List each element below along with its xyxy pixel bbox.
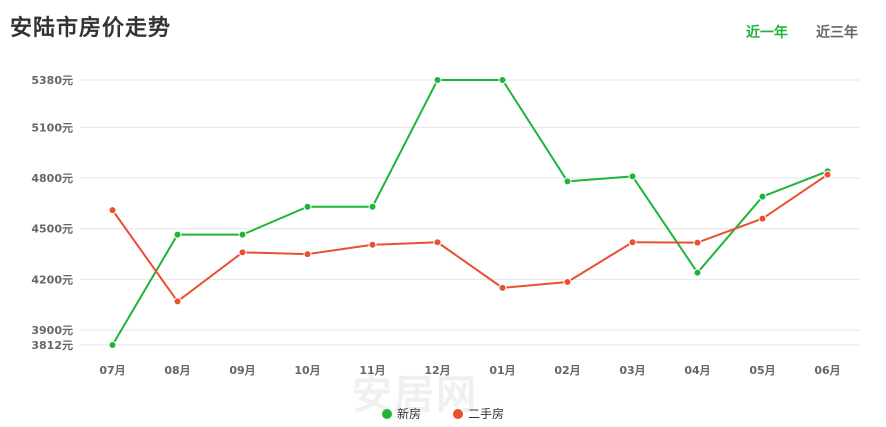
legend-dot-new [381, 408, 392, 419]
data-point-second-hand [368, 240, 377, 249]
data-point-second-hand [563, 277, 572, 286]
data-point-second-hand [693, 238, 702, 247]
price-trend-chart: 5380元 5100元 4800元 4500元 4200元 3900元 3812元 07月 08… [31, 74, 860, 377]
legend-label-new: 新房 [396, 407, 421, 421]
data-point-second-hand [628, 238, 637, 247]
y-tick-label: 4800元 [31, 172, 73, 185]
tab-three-years[interactable]: 近三年 [816, 25, 858, 41]
x-tick-label: 12月 [424, 364, 450, 377]
x-tick-label: 03月 [619, 364, 645, 377]
data-point-second-hand [823, 170, 832, 179]
x-tick-label: 04月 [684, 364, 710, 377]
data-point-second-hand [173, 297, 182, 306]
x-tick-label: 09月 [229, 364, 255, 377]
data-point-new [433, 76, 442, 84]
data-point-new [303, 202, 312, 211]
x-tick-label: 08月 [164, 364, 190, 377]
data-point-second-hand [303, 250, 312, 259]
y-tick-label: 4200元 [31, 273, 73, 286]
y-tick-label: 4500元 [31, 223, 73, 236]
data-point-second-hand [108, 206, 117, 215]
data-point-new [758, 192, 767, 201]
data-point-new [628, 172, 637, 181]
data-point-new [693, 268, 702, 277]
data-point-new [498, 76, 507, 84]
tab-one-year[interactable]: 近一年 [746, 25, 788, 41]
series-line-second-hand [111, 173, 829, 303]
legend-item-new[interactable]: 新房 [381, 405, 421, 422]
data-point-new [563, 177, 572, 186]
x-tick-label: 11月 [359, 364, 385, 377]
legend: 新房 二手房 [0, 405, 886, 422]
x-tick-label: 10月 [294, 364, 320, 377]
data-point-second-hand [238, 248, 247, 257]
x-tick-label: 07月 [99, 364, 125, 377]
data-point-second-hand [433, 238, 442, 247]
data-point-second-hand [498, 283, 507, 292]
x-tick-label: 06月 [814, 364, 840, 377]
data-point-new [173, 230, 182, 239]
data-point-new [238, 230, 247, 239]
legend-item-second-hand[interactable]: 二手房 [453, 405, 504, 422]
y-tick-label: 5380元 [31, 74, 73, 87]
x-tick-label: 02月 [554, 364, 580, 377]
y-tick-label: 5100元 [31, 121, 73, 134]
y-tick-label: 3900元 [31, 324, 73, 337]
data-point-new [368, 202, 377, 211]
legend-dot-second-hand [453, 408, 463, 419]
page-title: 安陆市房价走势 [10, 16, 172, 41]
legend-label-second-hand: 二手房 [468, 407, 505, 421]
x-tick-label: 05月 [749, 364, 775, 377]
y-tick-label: 3812元 [31, 339, 73, 352]
data-point-second-hand [758, 214, 767, 223]
period-tabs: 近一年 近三年 [746, 22, 858, 42]
series-line-new [111, 79, 828, 346]
data-point-new [108, 341, 117, 349]
x-tick-label: 01月 [489, 364, 515, 377]
